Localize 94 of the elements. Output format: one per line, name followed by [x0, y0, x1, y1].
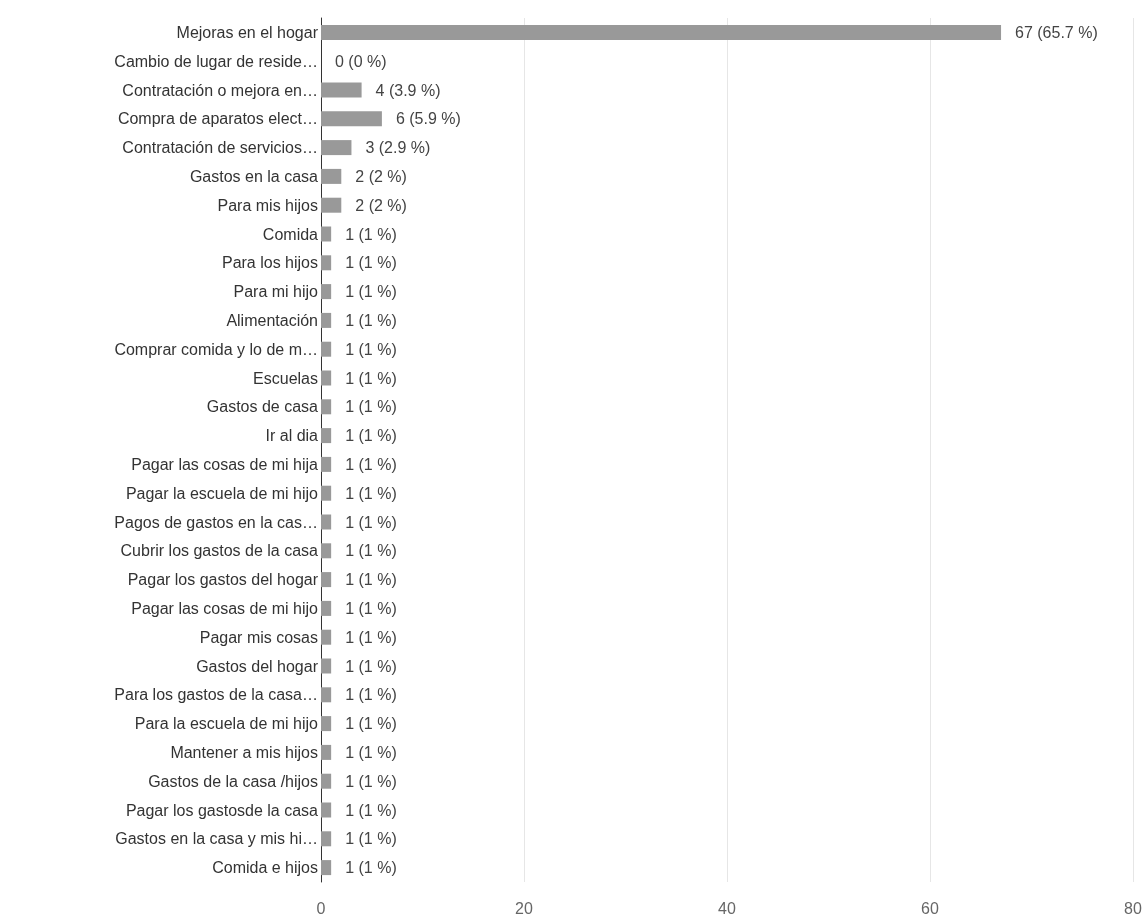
bar	[321, 600, 332, 616]
bar	[321, 514, 332, 530]
bar	[321, 197, 342, 213]
bar	[321, 370, 332, 386]
bar	[321, 111, 382, 127]
y-tick-label: Gastos en la casa y mis hi…	[115, 830, 318, 848]
data-label: 1 (1 %)	[345, 599, 397, 617]
bar	[321, 802, 332, 818]
bar	[321, 312, 332, 328]
data-label: 6 (5.9 %)	[395, 110, 461, 128]
bar	[321, 428, 332, 444]
y-tick-label: Pagar la escuela de mi hijo	[125, 484, 319, 502]
y-tick-label: Gastos del hogar	[196, 657, 319, 675]
y-tick-label: Gastos en la casa	[189, 167, 319, 185]
bar	[321, 341, 332, 357]
bar	[321, 629, 332, 645]
y-tick-label: Pagar mis cosas	[199, 628, 318, 646]
y-tick-label: Cambio de lugar de reside…	[114, 52, 318, 70]
bar	[321, 744, 332, 760]
x-tick-label: 40	[718, 899, 736, 917]
data-label: 1 (1 %)	[345, 254, 397, 272]
data-label: 67 (65.7 %)	[1015, 23, 1098, 41]
bar	[321, 716, 332, 732]
data-label: 1 (1 %)	[345, 455, 397, 473]
y-tick-label: Pagar las cosas de mi hija	[131, 455, 319, 473]
y-tick-label: Cubrir los gastos de la casa	[120, 542, 319, 560]
data-label: 1 (1 %)	[345, 571, 397, 589]
y-tick-label: Pagar los gastos del hogar	[127, 571, 319, 589]
data-label: 1 (1 %)	[345, 398, 397, 416]
x-tick-label: 60	[921, 899, 939, 917]
x-tick-label: 20	[515, 899, 533, 917]
y-tick-label: Comida e hijos	[212, 859, 318, 877]
y-tick-label: Pagos de gastos en la cas…	[114, 513, 318, 531]
bar	[321, 687, 332, 703]
bar	[321, 168, 342, 184]
bar	[321, 226, 332, 242]
y-tick-label: Pagar las cosas de mi hijo	[131, 599, 319, 617]
bar	[321, 831, 332, 847]
bar	[321, 255, 332, 271]
bar	[321, 658, 332, 674]
y-tick-label: Para mis hijos	[217, 196, 318, 214]
data-label: 1 (1 %)	[345, 225, 397, 243]
data-label: 1 (1 %)	[345, 743, 397, 761]
data-label: 0 (0 %)	[335, 52, 387, 70]
bar	[321, 82, 362, 98]
y-tick-label: Alimentación	[226, 311, 318, 329]
y-tick-label: Contratación o mejora en…	[122, 81, 318, 99]
data-label: 1 (1 %)	[345, 283, 397, 301]
y-tick-label: Para la escuela de mi hijo	[134, 715, 319, 733]
y-tick-label: Mejoras en el hogar	[176, 23, 319, 41]
data-label: 1 (1 %)	[345, 686, 397, 704]
data-label: 1 (1 %)	[345, 340, 397, 358]
y-tick-label: Pagar los gastosde la casa	[125, 801, 319, 819]
y-tick-label: Para mi hijo	[233, 283, 319, 301]
y-tick-label: Gastos de la casa /hijos	[148, 772, 318, 790]
data-label: 4 (3.9 %)	[375, 81, 441, 99]
bar	[321, 485, 332, 501]
data-label: 3 (2.9 %)	[365, 139, 431, 157]
data-label: 1 (1 %)	[345, 801, 397, 819]
data-label: 1 (1 %)	[345, 772, 397, 790]
y-tick-label: Gastos de casa	[206, 398, 319, 416]
y-tick-label: Para los hijos	[221, 254, 318, 272]
data-label: 1 (1 %)	[345, 657, 397, 675]
bar	[321, 773, 332, 789]
x-tick-label: 80	[1124, 899, 1142, 917]
data-label: 1 (1 %)	[345, 369, 397, 387]
data-label: 1 (1 %)	[345, 311, 397, 329]
data-label: 1 (1 %)	[345, 484, 397, 502]
data-label: 1 (1 %)	[345, 715, 397, 733]
bar	[321, 543, 332, 559]
bar	[321, 24, 1002, 40]
y-tick-label: Compra de aparatos elect…	[117, 110, 318, 128]
y-tick-label: Para los gastos de la casa…	[114, 686, 318, 704]
y-tick-label: Comida	[262, 225, 319, 243]
data-label: 1 (1 %)	[345, 628, 397, 646]
bar	[321, 572, 332, 588]
y-tick-label: Ir al dia	[265, 427, 319, 445]
data-label: 1 (1 %)	[345, 859, 397, 877]
bar	[321, 860, 332, 876]
y-tick-label: Comprar comida y lo de m…	[114, 340, 318, 358]
bar	[321, 399, 332, 415]
bar	[321, 140, 352, 156]
data-label: 1 (1 %)	[345, 513, 397, 531]
y-tick-label: Mantener a mis hijos	[170, 743, 318, 761]
data-label: 2 (2 %)	[355, 167, 407, 185]
bar	[321, 284, 332, 300]
data-label: 1 (1 %)	[345, 542, 397, 560]
bar	[321, 456, 332, 472]
data-label: 1 (1 %)	[345, 427, 397, 445]
y-tick-label: Contratación de servicios…	[122, 139, 318, 157]
y-tick-label: Escuelas	[253, 369, 318, 387]
data-label: 1 (1 %)	[345, 830, 397, 848]
data-label: 2 (2 %)	[355, 196, 407, 214]
x-tick-label: 0	[316, 899, 326, 917]
